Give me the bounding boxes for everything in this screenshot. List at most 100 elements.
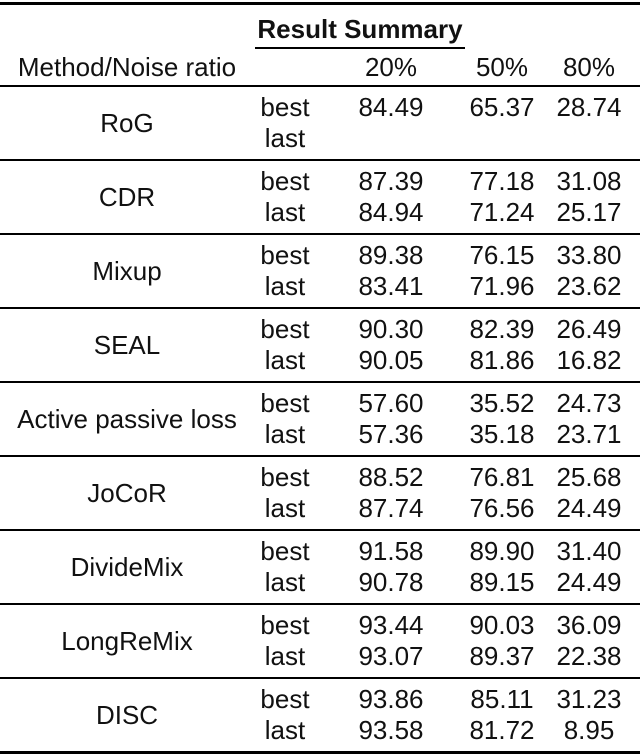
row-label-best: best bbox=[260, 166, 310, 196]
value-best-50: 77.18 bbox=[469, 166, 535, 196]
value-best-80: 28.74 bbox=[556, 92, 622, 122]
row-label-last: last bbox=[264, 197, 306, 227]
value-best-20: 93.44 bbox=[358, 610, 424, 640]
value-last-80: 16.82 bbox=[556, 345, 622, 375]
value-last-80: 22.38 bbox=[556, 641, 622, 671]
value-best-50: 35.52 bbox=[469, 388, 535, 418]
row-label-best: best bbox=[260, 240, 310, 270]
value-best-80: 33.80 bbox=[556, 240, 622, 270]
value-last-50 bbox=[466, 123, 538, 154]
value-last-80: 23.62 bbox=[556, 271, 622, 301]
value-last-50: 89.15 bbox=[469, 567, 535, 597]
value-best-50: 76.81 bbox=[469, 462, 535, 492]
value-best-80: 31.23 bbox=[556, 684, 622, 714]
title-spacer bbox=[466, 5, 538, 49]
method-name: DISC bbox=[95, 699, 159, 730]
row-label-best: best bbox=[260, 536, 310, 566]
value-best-20: 84.49 bbox=[358, 92, 424, 122]
value-last-20: 93.07 bbox=[358, 641, 424, 671]
value-best-50: 90.03 bbox=[469, 610, 535, 640]
method-name: LongReMix bbox=[61, 625, 193, 656]
value-last-50: 89.37 bbox=[469, 641, 535, 671]
value-last-20: 90.78 bbox=[358, 567, 424, 597]
value-last-20: 57.36 bbox=[358, 419, 424, 449]
noise-col-80: 80% bbox=[562, 52, 616, 82]
method-group-row: DISC best 93.86 85.11 31.23 last 93.58 8… bbox=[0, 679, 640, 751]
value-best-80: 31.40 bbox=[556, 536, 622, 566]
method-group-row: CDR best 87.39 77.18 31.08 last 84.94 71… bbox=[0, 161, 640, 235]
method-name: Mixup bbox=[92, 255, 162, 286]
value-last-20: 87.74 bbox=[358, 493, 424, 523]
row-label-best: best bbox=[260, 314, 310, 344]
method-group-row: RoG best 84.49 65.37 28.74 last bbox=[0, 87, 640, 161]
table-bottom-rule bbox=[0, 751, 640, 754]
noise-col-50: 50% bbox=[475, 52, 529, 82]
value-best-80: 31.08 bbox=[556, 166, 622, 196]
method-name: DivideMix bbox=[70, 551, 184, 582]
column-header-row: Method/Noise ratio 20% 50% 80% bbox=[0, 49, 640, 85]
value-last-20: 93.58 bbox=[358, 715, 424, 745]
title-span: Result Summary bbox=[254, 5, 466, 49]
method-group-row: SEAL best 90.30 82.39 26.49 last 90.05 8… bbox=[0, 309, 640, 383]
value-best-50: 76.15 bbox=[469, 240, 535, 270]
row-label-last: last bbox=[264, 641, 306, 671]
value-last-50: 81.72 bbox=[469, 715, 535, 745]
row-label-last: last bbox=[264, 567, 306, 597]
value-best-50: 89.90 bbox=[469, 536, 535, 566]
value-best-80: 25.68 bbox=[556, 462, 622, 492]
title-spacer bbox=[538, 5, 640, 49]
value-last-80: 24.49 bbox=[556, 567, 622, 597]
method-group-row: LongReMix best 93.44 90.03 36.09 last 93… bbox=[0, 605, 640, 679]
value-best-20: 88.52 bbox=[358, 462, 424, 492]
value-last-20 bbox=[316, 123, 466, 154]
row-label-last: last bbox=[264, 345, 306, 375]
method-group-row: Mixup best 89.38 76.15 33.80 last 83.41 … bbox=[0, 235, 640, 309]
method-name: RoG bbox=[100, 107, 154, 138]
header-spacer bbox=[254, 49, 316, 85]
row-label-last: last bbox=[264, 271, 306, 301]
row-label-last: last bbox=[264, 715, 306, 745]
value-last-20: 83.41 bbox=[358, 271, 424, 301]
value-last-50: 76.56 bbox=[469, 493, 535, 523]
value-last-20: 84.94 bbox=[358, 197, 424, 227]
value-best-80: 26.49 bbox=[556, 314, 622, 344]
method-name: SEAL bbox=[93, 329, 161, 360]
title-spacer bbox=[0, 5, 254, 49]
value-best-20: 57.60 bbox=[358, 388, 424, 418]
row-label-best: best bbox=[260, 462, 310, 492]
row-label-last: last bbox=[264, 493, 306, 523]
value-best-50: 65.37 bbox=[469, 92, 535, 122]
method-name: JoCoR bbox=[87, 477, 167, 508]
table-header: Result Summary Method/Noise ratio 20% 50… bbox=[0, 5, 640, 87]
value-last-50: 71.24 bbox=[469, 197, 535, 227]
row-label-best: best bbox=[260, 92, 310, 122]
value-best-20: 93.86 bbox=[358, 684, 424, 714]
method-noise-header: Method/Noise ratio bbox=[17, 52, 237, 82]
value-last-50: 35.18 bbox=[469, 419, 535, 449]
value-best-20: 89.38 bbox=[358, 240, 424, 270]
table-top-rule bbox=[0, 2, 640, 5]
row-label-best: best bbox=[260, 684, 310, 714]
table-body: RoG best 84.49 65.37 28.74 last CDR best… bbox=[0, 87, 640, 751]
method-name: Active passive loss bbox=[17, 403, 237, 434]
value-last-20: 90.05 bbox=[358, 345, 424, 375]
table-title-row: Result Summary bbox=[0, 5, 640, 49]
table-title: Result Summary bbox=[255, 15, 465, 49]
row-label-last: last bbox=[264, 419, 306, 449]
value-last-80: 8.95 bbox=[563, 715, 615, 745]
value-best-50: 82.39 bbox=[469, 314, 535, 344]
row-label-best: best bbox=[260, 388, 310, 418]
value-last-80: 24.49 bbox=[556, 493, 622, 523]
value-best-80: 36.09 bbox=[556, 610, 622, 640]
row-label-best: best bbox=[260, 610, 310, 640]
value-best-20: 87.39 bbox=[358, 166, 424, 196]
method-group-row: DivideMix best 91.58 89.90 31.40 last 90… bbox=[0, 531, 640, 605]
value-last-80: 23.71 bbox=[556, 419, 622, 449]
value-best-80: 24.73 bbox=[556, 388, 622, 418]
value-last-50: 71.96 bbox=[469, 271, 535, 301]
noise-col-20: 20% bbox=[364, 52, 418, 82]
row-label-last: last bbox=[264, 123, 306, 153]
method-name: CDR bbox=[98, 181, 156, 212]
value-best-20: 91.58 bbox=[358, 536, 424, 566]
